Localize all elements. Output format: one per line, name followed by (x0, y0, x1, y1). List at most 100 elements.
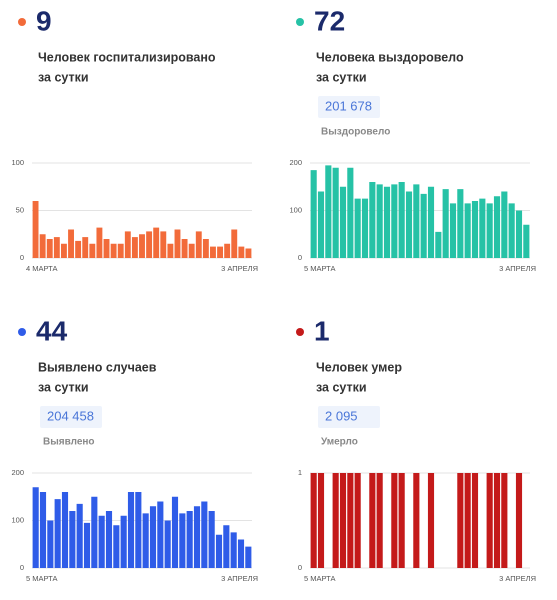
bar (91, 496, 98, 568)
bar (515, 473, 523, 568)
x-tick-label: 3 АПРЕЛЯ (499, 574, 536, 583)
bar (405, 191, 413, 258)
bar (464, 473, 471, 568)
total-label: Умерло (321, 437, 358, 448)
label: Человек госпитализировано (38, 50, 216, 64)
bar (471, 201, 479, 258)
bar (231, 229, 238, 258)
bar (208, 511, 215, 568)
bar (310, 473, 317, 568)
bar (501, 473, 508, 568)
bar (442, 189, 449, 258)
bar (310, 170, 317, 258)
bar (420, 193, 427, 258)
bar (46, 239, 53, 258)
bar (60, 243, 67, 258)
bar (174, 229, 181, 258)
panel: 72 Человека выздоровело за сутки 201 678 Выз… (289, 5, 536, 273)
y-tick-label: 0 (20, 253, 24, 262)
label: за сутки (316, 70, 367, 84)
bar (39, 234, 46, 258)
bar (347, 167, 354, 258)
bar (105, 511, 113, 568)
bar (339, 473, 347, 568)
bar (354, 198, 361, 258)
bar (427, 473, 435, 568)
bar (464, 203, 471, 258)
bar (146, 231, 153, 258)
bar (68, 229, 74, 258)
bar (96, 227, 103, 258)
dot (296, 18, 304, 26)
bar (160, 231, 167, 258)
bar (493, 473, 501, 568)
bar (89, 243, 96, 258)
bar (361, 198, 369, 258)
bar (332, 473, 339, 568)
total-box (318, 96, 380, 118)
label: Человека выздоровело (316, 50, 464, 64)
bar (398, 182, 405, 258)
dot (18, 18, 26, 26)
total-label: Выявлено (43, 437, 95, 448)
bar (391, 473, 398, 568)
bar (376, 184, 383, 258)
bar (523, 224, 530, 258)
bar (157, 501, 164, 568)
y-tick-label: 200 (289, 158, 302, 167)
bar (69, 511, 76, 568)
headline: 9 (36, 5, 52, 36)
y-tick-label: 0 (298, 253, 302, 262)
bar (369, 182, 376, 258)
bar (245, 546, 252, 568)
bar (32, 487, 39, 568)
bar (369, 473, 376, 568)
bar (195, 231, 202, 258)
bar (457, 473, 464, 568)
bar (171, 496, 179, 568)
y-tick-label: 100 (11, 158, 24, 167)
bar (142, 513, 149, 568)
y-tick-label: 100 (289, 205, 302, 214)
bar (449, 203, 457, 258)
panel: 1 Человек умер за сутки 2 095 Умерло 0 1 5 МАРТ… (296, 315, 536, 583)
panel: 9 Человек госпитализировано за сутки 0 50 100… (11, 5, 258, 273)
headline: 1 (314, 315, 330, 346)
bar (47, 520, 54, 568)
dot (296, 328, 304, 336)
bar (149, 506, 157, 568)
bar (113, 525, 120, 568)
headline: 44 (36, 315, 68, 346)
x-tick-label: 3 АПРЕЛЯ (221, 574, 258, 583)
bar (167, 243, 174, 258)
bar (153, 227, 160, 258)
label: Выявлено случаев (38, 360, 157, 374)
bar (76, 503, 83, 568)
bar (135, 492, 142, 568)
bar (179, 513, 186, 568)
total: 201 678 (325, 98, 372, 113)
dot (18, 328, 26, 336)
y-tick-label: 50 (16, 205, 24, 214)
bar (224, 243, 231, 258)
x-tick-label: 5 МАРТА (304, 574, 336, 583)
bar (83, 522, 91, 568)
bar (427, 186, 435, 258)
bar (186, 511, 193, 568)
total: 2 095 (325, 408, 358, 423)
bar (317, 473, 325, 568)
bar (398, 473, 405, 568)
label: за сутки (38, 380, 89, 394)
bar (317, 191, 325, 258)
bar (435, 231, 442, 258)
bar (413, 184, 420, 258)
bar (164, 520, 171, 568)
y-tick-label: 200 (11, 468, 24, 477)
bar (75, 240, 82, 258)
bar (98, 515, 105, 568)
bar (479, 198, 486, 258)
bar (217, 246, 224, 258)
y-tick-label: 0 (298, 563, 302, 572)
bar (181, 239, 188, 258)
